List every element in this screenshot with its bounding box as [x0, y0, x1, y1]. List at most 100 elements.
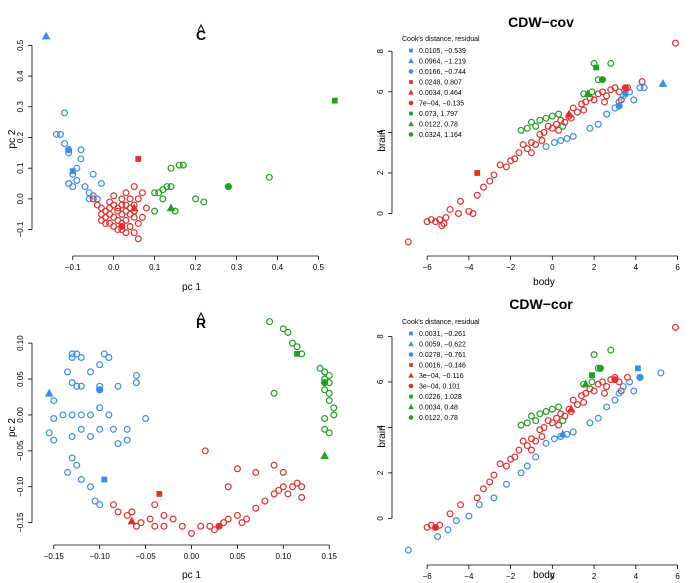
red-point: [671, 323, 679, 331]
blue-point: [626, 378, 634, 386]
legend-label: 7e−04, −0.135: [419, 101, 464, 108]
red-point: [197, 522, 205, 530]
chart-title: CDW−cor: [509, 296, 573, 312]
blue-point-series: [542, 84, 648, 151]
red-point: [270, 461, 278, 469]
blue-point: [563, 134, 571, 142]
x-tick-label: 0.00: [184, 552, 200, 561]
green-point: [159, 195, 167, 203]
blue-point: [603, 110, 611, 118]
red-point: [106, 204, 114, 212]
blue-point-series: [615, 102, 623, 110]
blue-point-series: [636, 373, 644, 381]
green-point: [265, 173, 273, 181]
legend-marker: [408, 383, 414, 389]
red-point: [573, 401, 581, 409]
blue-point: [73, 164, 81, 172]
y-tick-label: 0.00: [16, 407, 25, 423]
blue-point: [73, 350, 81, 358]
green-point: [224, 183, 232, 191]
y-tick-label: 0.1: [16, 162, 25, 174]
red-point: [106, 219, 114, 227]
blue-point-series: [65, 146, 73, 154]
x-tick-label: 0.2: [190, 263, 202, 272]
red-point: [548, 124, 556, 132]
red-point: [527, 139, 535, 147]
red-point: [598, 378, 606, 386]
red-point-series: [621, 84, 629, 92]
green-point: [559, 417, 567, 425]
green-point: [293, 343, 301, 351]
y-tick-label: 0: [376, 516, 385, 521]
blue-point: [64, 368, 72, 376]
red-point: [114, 508, 122, 516]
red-point: [603, 382, 611, 390]
red-point: [601, 98, 609, 106]
x-tick-label: −4: [464, 572, 474, 581]
blue-point: [594, 120, 602, 128]
green-triangle: [583, 89, 593, 98]
x-tick-label: 0.10: [276, 552, 292, 561]
red-point: [527, 149, 535, 157]
blue-triangle-series: [558, 429, 568, 438]
red-point: [252, 468, 260, 476]
x-axis-title: pc 1: [182, 570, 201, 581]
red-point: [284, 490, 292, 498]
red-point: [532, 437, 540, 445]
blue-point: [86, 483, 94, 491]
x-tick-label: 4: [634, 572, 639, 581]
blue-point: [594, 414, 602, 422]
red-point: [106, 198, 114, 206]
blue-triangle: [44, 388, 54, 397]
green-point: [532, 417, 540, 425]
legend-label: 0.0166, −0.744: [419, 69, 466, 76]
red-point: [130, 229, 138, 237]
green-square-series: [589, 372, 595, 379]
red-triangle: [129, 203, 139, 212]
red-point: [502, 462, 510, 470]
x-tick-label: 2: [592, 263, 597, 272]
blue-square: [635, 365, 641, 372]
legend-label: 0.0324, 1.164: [419, 132, 462, 139]
red-point: [431, 218, 439, 226]
y-tick-label: 6: [376, 89, 385, 94]
red-point: [404, 238, 412, 246]
red-point: [446, 205, 454, 213]
green-point: [200, 198, 208, 206]
green-point: [321, 379, 329, 387]
green-square: [589, 372, 595, 379]
red-point: [130, 183, 138, 191]
blue-point: [586, 124, 594, 132]
blue-point: [50, 397, 58, 405]
x-tick-label: −6: [423, 572, 433, 581]
legend-marker: [409, 394, 413, 399]
red-point: [109, 501, 117, 509]
red-point: [252, 504, 260, 512]
green-point: [607, 346, 615, 354]
legend-label: 3e−04, −0.116: [419, 373, 464, 380]
red-square-series: [135, 156, 142, 162]
blue-point: [636, 84, 644, 92]
legend-label: 0.0059, −0.622: [419, 342, 466, 349]
legend: Cook's distance, residual 0.0105, −0.539 0…: [402, 36, 480, 139]
x-tick-label: 0.0: [108, 263, 120, 272]
blue-point: [542, 143, 550, 151]
blue-point: [73, 176, 81, 184]
red-point: [617, 96, 625, 104]
chart-panel-1: C −0.1 0.0 0.1 0.2 0.3 0.4 0.5 −0.1 0.0 0.1 0.2 0.3 0…: [7, 23, 338, 293]
green-point: [321, 368, 329, 376]
blue-point: [109, 425, 117, 433]
blue-point: [85, 195, 93, 203]
legend-label: 0.0031, −0.261: [419, 331, 466, 338]
legend-label: 0.0278, −0.761: [419, 352, 466, 359]
red-point: [134, 195, 142, 203]
blue-point: [475, 501, 483, 509]
blue-point: [569, 428, 577, 436]
red-square-series: [474, 170, 481, 176]
red-point: [515, 446, 523, 454]
blue-point: [77, 411, 85, 419]
green-triangle-series: [320, 451, 329, 460]
x-tick-label: 4: [634, 263, 639, 272]
red-point: [457, 501, 465, 509]
